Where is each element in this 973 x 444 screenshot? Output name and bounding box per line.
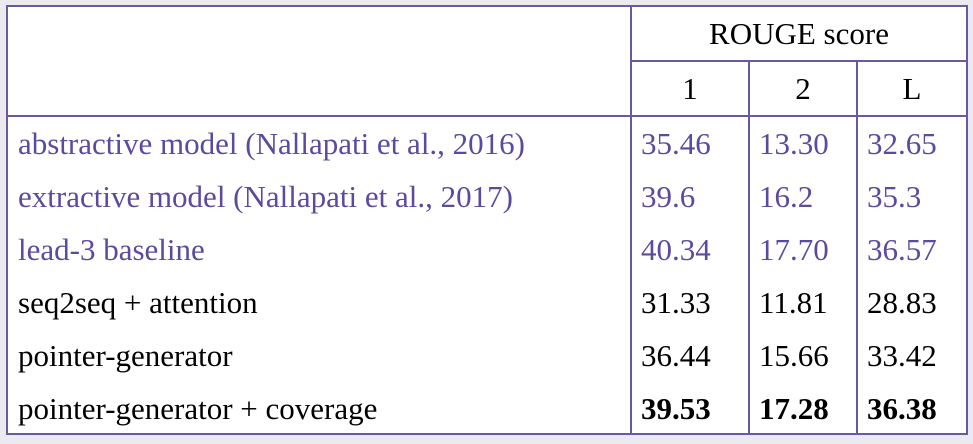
model-name-cell: lead-3 baseline	[18, 232, 205, 267]
rouge-score-header: ROUGE score	[630, 7, 966, 61]
table-row-lead-3-baseline: lead-3 baseline 40.34 17.70 36.57	[8, 223, 966, 276]
rouge-1-cell: 39.53	[630, 382, 749, 435]
column-header-rouge-1: 1	[630, 60, 749, 116]
rouge-2-cell: 17.28	[748, 382, 857, 435]
header-empty-cell	[8, 7, 631, 116]
table-row-pointer-generator-coverage: pointer-generator + coverage 39.53 17.28…	[8, 382, 966, 435]
rouge-1-cell: 35.46	[630, 115, 749, 170]
table-row-abstractive-model: abstractive model (Nallapati et al., 201…	[8, 115, 966, 170]
table-row-pointer-generator: pointer-generator 36.44 15.66 33.42	[8, 329, 966, 382]
rouge-l-cell: 33.42	[856, 329, 966, 382]
rouge-1-cell: 36.44	[630, 329, 749, 382]
rouge-1-cell: 39.6	[630, 170, 749, 223]
rouge-results-table: ROUGE score 1 2 L abstractive model (Nal…	[8, 7, 966, 435]
header-row-group: ROUGE score	[8, 7, 966, 61]
rouge-2-cell: 17.70	[748, 223, 857, 276]
rouge-l-cell: 36.38	[856, 382, 966, 435]
results-table-container: ROUGE score 1 2 L abstractive model (Nal…	[6, 5, 968, 435]
rouge-1-cell: 31.33	[630, 276, 749, 329]
rouge-l-cell: 36.57	[856, 223, 966, 276]
rouge-l-cell: 28.83	[856, 276, 966, 329]
rouge-2-cell: 13.30	[748, 115, 857, 170]
table-row-seq2seq-attention: seq2seq + attention 31.33 11.81 28.83	[8, 276, 966, 329]
model-name-cell: abstractive model (Nallapati et al., 201…	[8, 115, 631, 170]
column-header-rouge-l: L	[856, 60, 966, 116]
model-name-cell: pointer-generator	[18, 338, 233, 373]
rouge-l-cell: 35.3	[856, 170, 966, 223]
rouge-2-cell: 11.81	[748, 276, 857, 329]
rouge-l-cell: 32.65	[856, 115, 966, 170]
table-row-extractive-model: extractive model (Nallapati et al., 2017…	[8, 170, 966, 223]
column-header-rouge-2: 2	[748, 60, 857, 116]
rouge-2-cell: 16.2	[748, 170, 857, 223]
header-row-columns: 1 2 L	[8, 60, 966, 116]
model-name-cell: seq2seq + attention	[18, 285, 258, 320]
model-name-cell: extractive model (Nallapati et al., 2017…	[18, 179, 513, 214]
rouge-2-cell: 15.66	[748, 329, 857, 382]
model-name-cell: pointer-generator + coverage	[18, 391, 378, 426]
rouge-1-cell: 40.34	[630, 223, 749, 276]
